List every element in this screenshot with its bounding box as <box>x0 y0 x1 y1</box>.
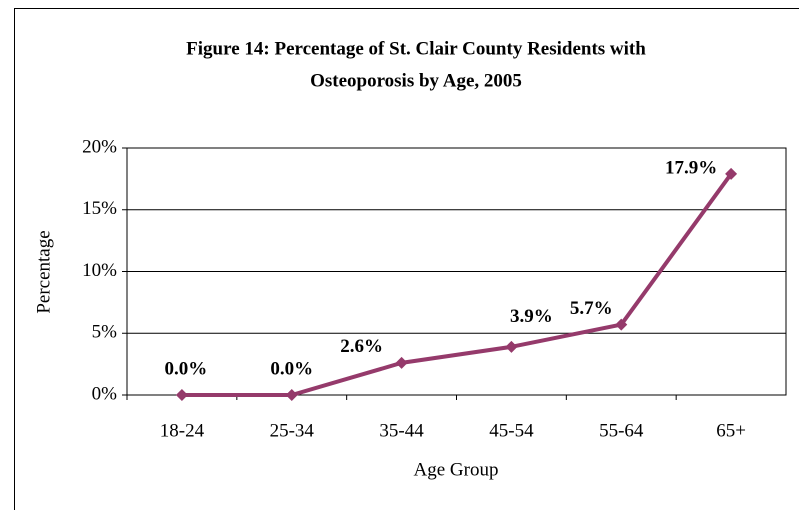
x-tick-label: 65+ <box>716 420 746 441</box>
y-tick-label: 10% <box>82 260 117 281</box>
data-label: 17.9% <box>665 157 717 178</box>
data-label: 5.7% <box>570 298 613 319</box>
y-tick-label: 5% <box>92 322 118 343</box>
chart-title: Figure 14: Percentage of St. Clair Count… <box>186 38 646 59</box>
data-label: 0.0% <box>165 358 208 379</box>
x-axis-label: Age Group <box>414 459 499 480</box>
marker <box>615 318 628 331</box>
y-tick-label: 15% <box>82 198 117 219</box>
y-tick-label: 0% <box>92 383 118 404</box>
marker <box>175 389 188 401</box>
data-label: 3.9% <box>510 306 553 327</box>
y-axis-label: Percentage <box>33 230 54 313</box>
marker <box>285 389 298 401</box>
marker <box>395 356 408 369</box>
data-label: 0.0% <box>270 358 313 379</box>
x-tick-label: 18-24 <box>160 420 205 441</box>
x-tick-label: 45-54 <box>489 420 534 441</box>
y-tick-label: 20% <box>82 136 117 157</box>
chart-title: Osteoporosis by Age, 2005 <box>310 70 522 91</box>
x-tick-label: 25-34 <box>270 420 315 441</box>
x-tick-label: 55-64 <box>599 420 644 441</box>
marker <box>505 340 518 353</box>
x-tick-label: 35-44 <box>379 420 424 441</box>
data-label: 2.6% <box>340 336 383 357</box>
line <box>181 172 733 397</box>
marker <box>725 167 738 180</box>
